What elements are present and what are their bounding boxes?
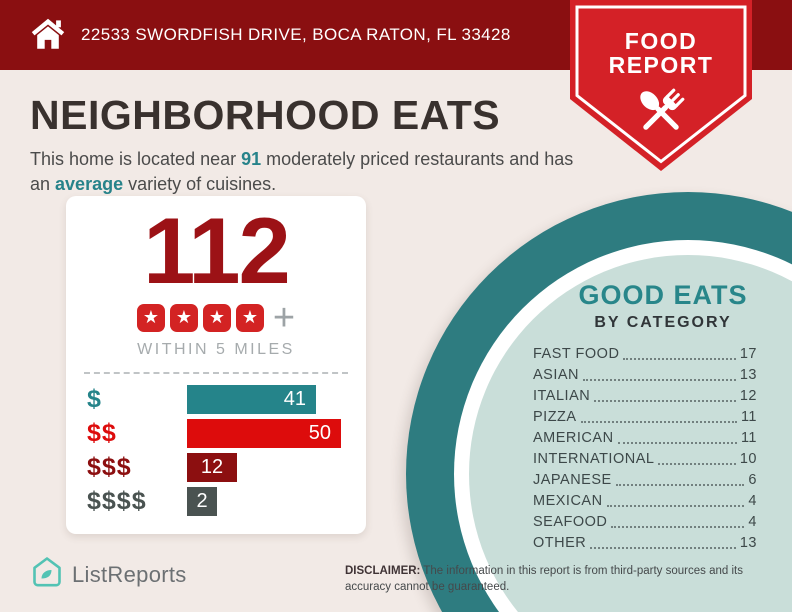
price-tier-bar-chart: $41 $$ 50 $$$ 12 $$$$ 2 (66, 385, 366, 516)
disclaimer-body: The information in this report is from t… (345, 565, 743, 593)
category-row: INTERNATIONAL 10 (533, 452, 757, 467)
category-name: FAST FOOD (533, 346, 620, 362)
category-count: 4 (748, 514, 757, 530)
category-count: 4 (748, 493, 757, 509)
price-tier-bar: 12 (187, 453, 237, 482)
total-restaurants-count: 112 (143, 198, 291, 303)
price-tier-value: 41 (283, 388, 306, 410)
page-title: NEIGHBORHOOD EATS (30, 92, 501, 138)
star-badge-icon: ★ (169, 304, 198, 332)
price-tier-value: 50 (308, 422, 331, 444)
category-row: ITALIAN 12 (533, 389, 757, 404)
radius-note: WITHIN 5 MILES (137, 341, 295, 358)
price-tier-label: $ (87, 385, 102, 413)
disclaimer-label: DISCLAIMER: (345, 565, 421, 577)
star-badge-icon: ★ (202, 304, 231, 332)
price-bar-row: $$ 50 (87, 419, 366, 448)
good-eats-header: GOOD EATS BY CATEGORY (498, 280, 792, 332)
category-count: 11 (740, 409, 757, 425)
star-icon: ★ (241, 306, 258, 328)
price-tier-label: $$$ (87, 453, 132, 481)
star-rating: ★ ★ ★ ★ + (66, 297, 366, 339)
dot-leader (606, 504, 745, 507)
price-tier-bar: 41 (187, 385, 316, 414)
badge-title-line2: REPORT (608, 52, 714, 78)
food-report-badge: FOOD REPORT (570, 0, 752, 172)
category-row: FAST FOOD 17 (533, 347, 757, 362)
intro-part1: This home is located near (30, 149, 242, 169)
price-bar-row: $41 (87, 385, 366, 414)
good-eats-subtitle: BY CATEGORY (594, 314, 732, 331)
dot-leader (594, 399, 736, 402)
category-row: SEAFOOD 4 (533, 515, 757, 530)
category-name: OTHER (533, 535, 587, 551)
price-tier-bar: 2 (187, 487, 217, 516)
category-name: ASIAN (533, 367, 580, 383)
price-tier-value: 12 (200, 456, 224, 478)
category-name: JAPANESE (533, 472, 612, 488)
category-name: INTERNATIONAL (533, 451, 655, 467)
dot-leader (658, 462, 736, 465)
dot-leader (583, 378, 736, 381)
category-count: 13 (739, 535, 757, 551)
variety-highlight: average (55, 173, 124, 194)
dot-leader (615, 483, 745, 486)
badge-title-line1: FOOD (624, 28, 698, 54)
dot-leader (590, 546, 736, 549)
intro-part3: variety of cuisines. (123, 173, 277, 194)
restaurant-stats-card: 112 ★ ★ ★ ★ + WITHIN 5 MILES $41 $$ 50 $$$ 12 $$$… (66, 196, 366, 534)
category-row: MEXICAN 4 (533, 494, 757, 509)
category-count: 10 (739, 451, 757, 467)
category-name: SEAFOOD (533, 514, 608, 530)
listreports-house-leaf-icon (32, 556, 62, 593)
pennant-shape-icon (570, 0, 752, 171)
category-name: PIZZA (533, 409, 577, 425)
dot-leader (617, 441, 737, 444)
brand-name: ListReports (72, 561, 187, 587)
good-eats-title: GOOD EATS (578, 280, 748, 310)
home-icon (30, 16, 66, 55)
category-count: 6 (748, 472, 757, 488)
dot-leader (611, 525, 745, 528)
category-name: MEXICAN (533, 493, 603, 509)
price-tier-label: $$$$ (87, 487, 147, 515)
listreports-logo: ListReports (32, 556, 187, 593)
cuisine-category-list: FAST FOOD 17 ASIAN 13 ITALIAN 12 PIZZA 11 AMERIC… (533, 347, 757, 557)
property-address: 22533 SWORDFISH DRIVE, BOCA RATON, FL 33… (81, 25, 511, 44)
disclaimer-text: DISCLAIMER: The information in this repo… (345, 564, 760, 595)
restaurant-count-highlight: 91 (241, 149, 262, 169)
price-tier-bar: 50 (187, 419, 341, 448)
category-count: 11 (740, 430, 757, 446)
category-row: PIZZA 11 (533, 410, 757, 425)
category-count: 12 (739, 388, 757, 404)
category-name: ITALIAN (533, 388, 591, 404)
category-count: 13 (739, 367, 757, 383)
intro-part2: moderately priced restaurants and has an (30, 149, 574, 194)
category-name: AMERICAN (533, 430, 614, 446)
price-tier-value: 2 (196, 490, 208, 512)
category-row: AMERICAN 11 (533, 431, 757, 446)
price-bar-row: $$$ 12 (87, 453, 366, 482)
price-tier-label: $$ (87, 419, 117, 447)
category-row: OTHER 13 (533, 536, 757, 551)
dot-leader (623, 357, 736, 360)
star-badge-icon: ★ (136, 304, 165, 332)
star-icon: ★ (175, 306, 192, 328)
plus-sign: + (272, 297, 296, 339)
intro-text: This home is located near 91 moderately … (30, 147, 575, 197)
category-row: JAPANESE 6 (533, 473, 757, 488)
star-icon: ★ (142, 306, 159, 328)
star-icon: ★ (208, 306, 225, 328)
category-row: ASIAN 13 (533, 368, 757, 383)
dot-leader (580, 420, 737, 423)
category-count: 17 (739, 346, 757, 362)
dashed-divider (84, 372, 348, 374)
price-bar-row: $$$$ 2 (87, 487, 366, 516)
crossed-spoon-fork-icon (629, 84, 693, 147)
star-badge-icon: ★ (235, 304, 264, 332)
